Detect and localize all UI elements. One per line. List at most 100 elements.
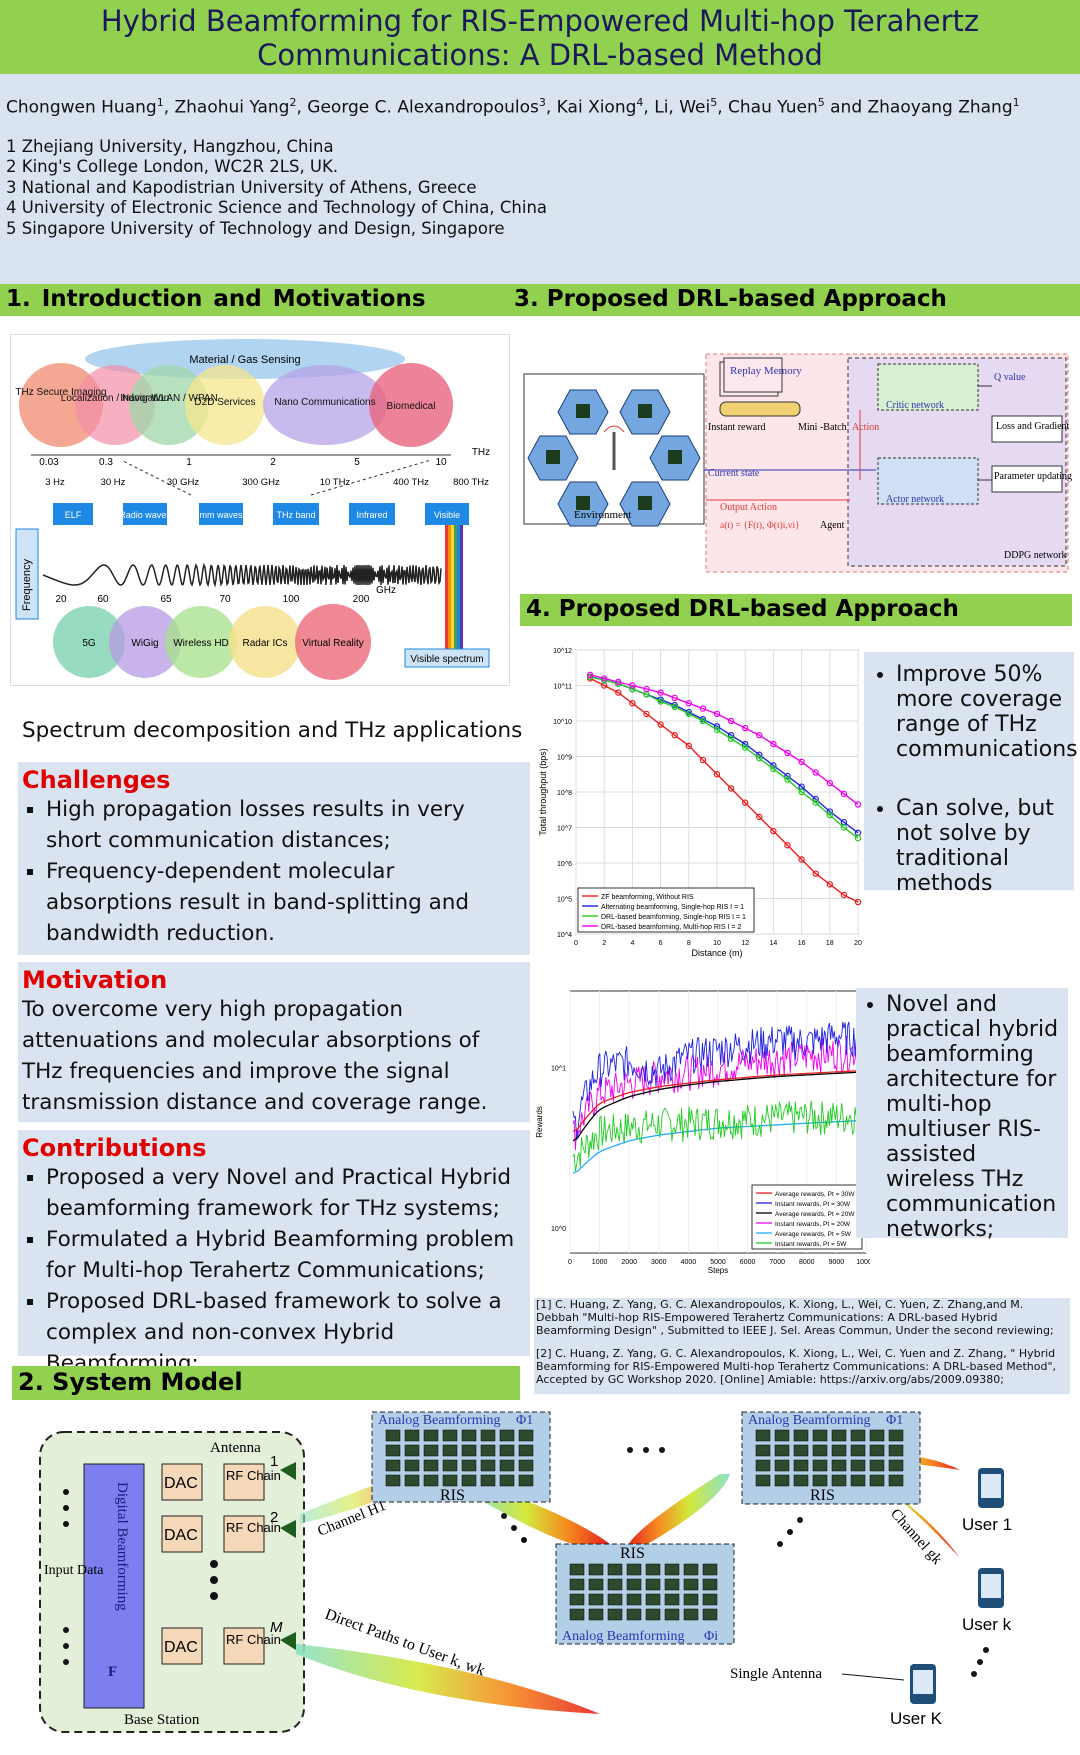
- data-point: [713, 723, 721, 730]
- ris-element: [480, 1474, 496, 1487]
- app-radar: Radar ICs: [242, 638, 287, 649]
- data-point: [826, 811, 833, 819]
- data-point: [854, 898, 862, 906]
- legend: ZF beamforming, Without RIS Alternating b…: [577, 887, 755, 933]
- result-bullets-1: Improve 50% more coverage range of THz c…: [864, 652, 1080, 896]
- ris-element: [588, 1593, 604, 1606]
- data-point: [756, 755, 763, 762]
- affiliation: 5 Singapore University of Technology and…: [6, 218, 505, 238]
- author-name: Zhaoyang Zhang: [867, 97, 1013, 118]
- ghz-tick: 200: [353, 594, 370, 605]
- ris-element: [793, 1474, 809, 1487]
- section-3-heading: 3. Proposed DRL-based Approach: [514, 286, 947, 312]
- dac-label: DAC: [164, 1475, 198, 1492]
- data-point: [727, 731, 735, 739]
- channel-g-label: Channel gk: [887, 1506, 945, 1568]
- drl-output-action: Output Action: [720, 502, 777, 513]
- ris-element: [774, 1429, 790, 1442]
- thz-tick: 0.3: [99, 457, 113, 468]
- data-point: [713, 771, 721, 778]
- author-affiliation-index: 1: [156, 96, 164, 109]
- user-label: User K: [890, 1709, 943, 1728]
- result-bullet: Novel and practical hybrid beamforming a…: [886, 992, 1066, 1242]
- spectrum-top-banner: Material / Gas Sensing: [189, 354, 300, 366]
- app-label: Indoor WLAN / WPAN: [120, 393, 218, 404]
- section-4-heading: 4. Proposed DRL-based Approach: [520, 594, 1072, 626]
- y-tick-label: 10^0: [551, 1226, 566, 1233]
- analog-bf-label: Analog Beamforming: [748, 1413, 870, 1428]
- ris-element: [518, 1459, 534, 1472]
- ghz-tick: 20: [55, 594, 67, 605]
- legend-label: DRL-based beamforming, Multi-hop RIS I =…: [601, 924, 741, 931]
- ris-element: [831, 1444, 847, 1457]
- ris-element: [869, 1429, 885, 1442]
- throughput-chart: 0 2 4 6 8 10 12 14 16 18 20 10^4 10^5 10^6 10^7 10^8 10^…: [536, 642, 872, 960]
- ris-element: [499, 1459, 515, 1472]
- drl-param: Parameter updating: [994, 471, 1072, 482]
- affiliations: 1 Zhejiang University, Hangzhou, China 2…: [6, 137, 1074, 240]
- digital-bf-symbol: F: [108, 1664, 117, 1680]
- x-tick-label: 5000: [710, 1259, 726, 1266]
- data-point: [685, 700, 692, 707]
- x-tick-label: 7000: [769, 1259, 785, 1266]
- ghz-tick: 60: [97, 594, 109, 605]
- x-axis-label: Steps: [708, 1266, 728, 1275]
- ris-element: [569, 1593, 585, 1606]
- ris-element: [423, 1444, 439, 1457]
- data-point: [727, 785, 735, 792]
- data-point: [600, 675, 608, 682]
- visible-spectrum-label: Visible spectrum: [410, 654, 483, 665]
- ghz-tick: 65: [160, 594, 172, 605]
- data-point: [770, 740, 777, 748]
- ris-element: [461, 1459, 477, 1472]
- legend: Average rewards, Pt = 30W Instant rewards…: [751, 1184, 863, 1250]
- author-list: Chongwen Huang1, Zhaohui Yang2, George C…: [6, 96, 1020, 118]
- thz-tick: 0.03: [39, 457, 59, 468]
- data-point: [812, 769, 819, 776]
- ris-element: [664, 1608, 680, 1621]
- author-name: Zhaohui Yang: [174, 97, 290, 118]
- rewards-chart: 0 1000 2000 3000 4000 5000 6000 7000 8000 9000 100…: [534, 985, 876, 1285]
- ris-element: [774, 1459, 790, 1472]
- drl-formula: a(t) = {F(t), Φ(t)i,vi}: [720, 520, 800, 531]
- app-wigig: WiGig: [131, 638, 158, 649]
- ris-element: [850, 1474, 866, 1487]
- contribution-item: Proposed DRL-based framework to solve a …: [46, 1286, 526, 1379]
- app-5g: 5G: [82, 638, 96, 649]
- ris-element: [385, 1474, 401, 1487]
- user-label: User k: [962, 1615, 1012, 1634]
- data-point: [854, 801, 862, 808]
- ris-element: [888, 1459, 904, 1472]
- ris-element: [888, 1429, 904, 1442]
- single-antenna-label: Single Antenna: [730, 1666, 822, 1682]
- y-tick-label: 10^8: [557, 790, 572, 797]
- x-tick-label: 20: [854, 940, 862, 947]
- ris-element: [831, 1429, 847, 1442]
- x-tick-label: 3000: [651, 1259, 667, 1266]
- section-1-heading: 1. Introduction and Motivations: [0, 284, 1080, 316]
- series-line: [572, 1021, 867, 1141]
- ris-element: [812, 1444, 828, 1457]
- ris-element: [850, 1459, 866, 1472]
- band-label: THz band: [276, 510, 315, 520]
- ris-element: [461, 1444, 477, 1457]
- data-point: [798, 856, 805, 863]
- result-bullet: Can solve, but not solve by traditional …: [896, 796, 1072, 896]
- motivation-heading: Motivation: [22, 966, 168, 994]
- app-label: Biomedical: [387, 401, 436, 412]
- ris-element: [404, 1459, 420, 1472]
- freq-tick: 800 THz: [453, 477, 489, 488]
- ris-element: [423, 1459, 439, 1472]
- ris-element: [461, 1429, 477, 1442]
- x-tick-label: 8: [687, 940, 691, 947]
- freq-tick: 10 THz: [320, 477, 351, 488]
- ris-element: [755, 1444, 771, 1457]
- dac-label: DAC: [164, 1639, 198, 1656]
- data-point: [756, 731, 763, 739]
- data-point: [671, 731, 678, 739]
- ris-element: [702, 1608, 718, 1621]
- data-point: [826, 881, 833, 888]
- legend-label: Alternating beamforming, Single-hop RIS …: [601, 904, 744, 911]
- x-tick-label: 10: [713, 940, 721, 947]
- data-point: [826, 808, 833, 815]
